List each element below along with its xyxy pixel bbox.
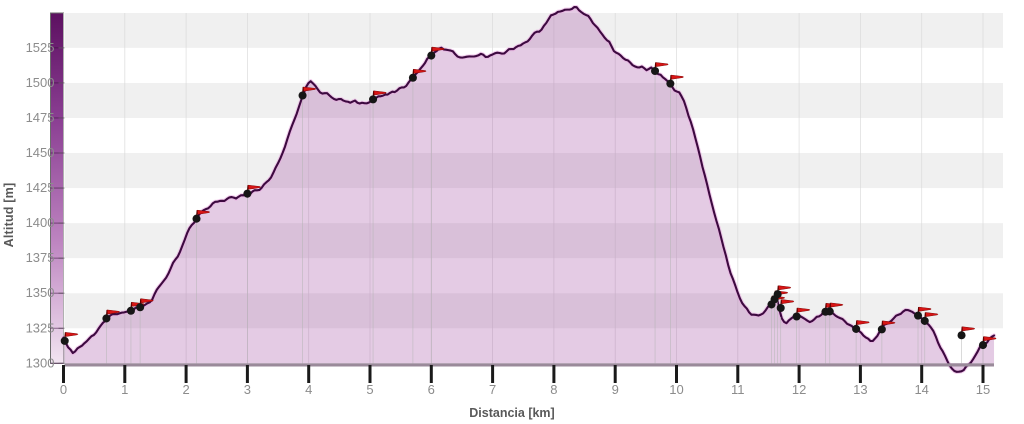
svg-text:9: 9	[612, 382, 619, 397]
svg-text:10: 10	[669, 382, 683, 397]
svg-text:7: 7	[489, 382, 496, 397]
svg-text:15: 15	[976, 382, 990, 397]
svg-text:1450: 1450	[26, 145, 55, 160]
svg-text:8: 8	[550, 382, 557, 397]
svg-text:5: 5	[366, 382, 373, 397]
svg-text:2: 2	[182, 382, 189, 397]
svg-text:1525: 1525	[26, 40, 55, 55]
svg-text:0: 0	[60, 382, 67, 397]
svg-text:1300: 1300	[26, 355, 55, 370]
svg-text:1375: 1375	[26, 250, 55, 265]
svg-text:4: 4	[305, 382, 312, 397]
svg-text:1400: 1400	[26, 215, 55, 230]
svg-text:1500: 1500	[26, 75, 55, 90]
svg-text:6: 6	[428, 382, 435, 397]
svg-text:1425: 1425	[26, 180, 55, 195]
svg-text:11: 11	[731, 382, 745, 397]
svg-text:12: 12	[792, 382, 806, 397]
svg-text:1475: 1475	[26, 110, 55, 125]
svg-text:1: 1	[121, 382, 128, 397]
svg-text:13: 13	[853, 382, 867, 397]
svg-text:1350: 1350	[26, 285, 55, 300]
svg-text:14: 14	[914, 382, 928, 397]
svg-text:3: 3	[244, 382, 251, 397]
svg-text:1325: 1325	[26, 320, 55, 335]
